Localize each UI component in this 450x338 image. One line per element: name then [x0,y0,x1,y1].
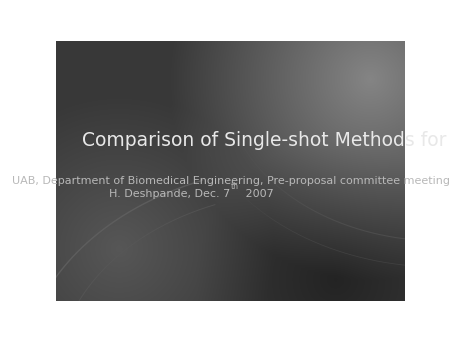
Text: UAB, Department of Biomedical Engineering, Pre-proposal committee meeting: UAB, Department of Biomedical Engineerin… [12,176,450,186]
Text: 2007: 2007 [242,189,274,199]
Text: H. Deshpande, Dec. 7: H. Deshpande, Dec. 7 [109,189,230,199]
Text: Comparison of Single-shot Methods for R2* estimation: Comparison of Single-shot Methods for R2… [82,131,450,150]
Text: th: th [230,183,238,191]
